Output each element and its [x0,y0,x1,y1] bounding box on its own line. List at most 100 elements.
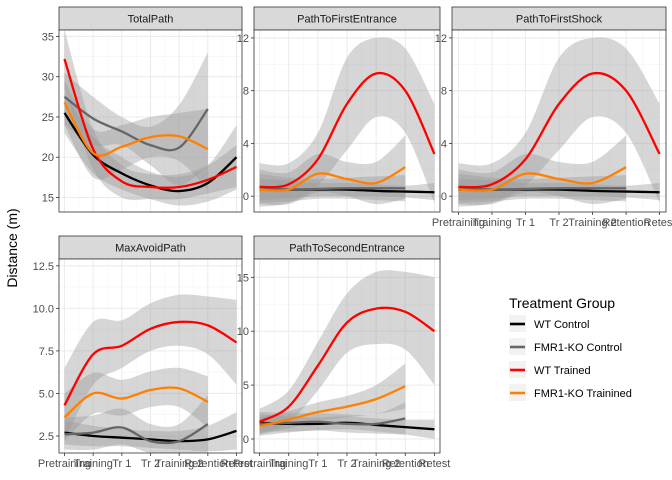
series-line-wt-trained [259,71,436,189]
series-line-fmr1-ko-trainined [259,166,406,192]
series-line-wt-trained [63,58,237,189]
y-tick-label: 12 [435,33,447,45]
legend-entry-wt-control: WT Control [509,315,589,332]
x-tick-label: Retention [184,458,231,470]
x-tick-label: Pretraining [432,217,485,229]
series-line-fmr1-ko-trainined [259,385,406,428]
x-tick-label: Retest [419,458,451,470]
series-line-fmr1-ko-control [64,423,209,445]
legend-entries: WT Control FMR1-KO Control WT Trained FMR1-… [509,315,632,401]
y-tick-label: 15 [237,272,249,284]
strip-title-pathtosecondentrance: PathToSecondEntrance [289,243,405,255]
legend-label: WT Control [534,319,589,331]
y-tick-label: 4 [243,138,249,150]
x-tick-label: Tr 1 [516,217,535,229]
series-line-wt-control [64,429,237,443]
panel-pathtofirstshock: PathToFirstShock04812PretrainingTraining… [432,6,672,229]
x-tick-label: Tr 1 [308,458,327,470]
x-tick-label: Pretraining [233,458,286,470]
x-tick-label: Pretraining [38,458,91,470]
legend-entry-fmr1-ko-control: FMR1-KO Control [509,338,622,355]
legend-title: Treatment Group [509,295,615,311]
legend-label: FMR1-KO Trainined [534,388,632,400]
x-tick-label: Training 2 [352,458,401,470]
y-tick-label: 10.0 [33,303,54,315]
x-tick-label: Training 2 [155,458,204,470]
ribbon-fmr1-ko-control [64,395,208,453]
facet-panels: TotalPath 15 20 25 30 35 PathToFirstEntrance 0 4… [33,6,672,470]
y-tick-label: 5.0 [39,388,54,400]
strip-title-pathtofirstshock: PathToFirstShock [516,14,603,26]
series-line-wt-trained [458,71,661,189]
y-tick-label: 8 [441,86,447,98]
panel-border [58,29,243,213]
y-tick-label: 7.5 [39,346,54,358]
ribbon-fmr1-ko-control [259,402,406,436]
series-line-fmr1-ko-control [63,95,209,152]
y-tick-label: 10 [237,326,249,338]
panel-maxavoidpath: MaxAvoidPath 2.5 5.0 7.5 10.0 12.5 Pretraining… [33,235,253,470]
series-line-wt-control [63,112,238,193]
x-tick-label: Training [269,458,308,470]
legend-label: FMR1-KO Control [534,342,622,354]
legend-label: WT Trained [534,365,591,377]
y-tick-label: 5 [243,380,249,392]
series-line-fmr1-ko-control [259,187,406,191]
x-tick-label: Retention [382,458,429,470]
y-tick-label: 15 [42,193,54,205]
y-tick-label: 35 [42,31,54,43]
x-tick-label: Retest [221,458,253,470]
ribbon-wt-trained [259,37,435,207]
strip-title-totalpath: TotalPath [128,14,174,26]
x-tick-label: Training [472,217,511,229]
panel-border [253,29,441,213]
series-line-fmr1-ko-control [259,417,406,426]
y-tick-label: 8 [243,86,249,98]
x-tick-label: Tr 1 [112,458,131,470]
ribbon-wt-control [64,92,237,206]
legend-entry-fmr1-ko-trainined: FMR1-KO Trainined [509,384,632,401]
y-tick-label: 4 [441,138,447,150]
y-tick-label: 2.5 [39,431,54,443]
x-tick-label: Training 2 [568,217,617,229]
series-line-wt-trained [259,306,436,423]
panel-plot-area [59,30,242,212]
x-tick-label: Tr 2 [337,458,356,470]
panel-plot-area [59,259,242,453]
panel-totalpath: TotalPath 15 20 25 30 35 [42,6,243,213]
x-tick-label: Tr 2 [549,217,568,229]
series-line-fmr1-ko-trainined [458,166,627,192]
legend: Treatment Group WT Control FMR1-KO Contro… [509,295,632,401]
y-tick-label: 12 [237,33,249,45]
x-tick-label: Tr 2 [141,458,160,470]
strip-title-pathtofirstentrance: PathToFirstEntrance [297,14,397,26]
panel-plot-area [254,259,440,453]
panel-pathtofirstentrance: PathToFirstEntrance 0 4 8 12 [237,6,441,213]
ribbon-wt-trained [458,37,660,207]
x-tick-label: Retest [644,217,672,229]
ribbon-wt-trained [64,30,237,201]
panel-plot-area [254,30,440,212]
panel-pathtosecondentrance: PathToSecondEntrance051015PretrainingTra… [233,235,451,470]
series-line-wt-trained [63,320,238,406]
ribbon-fmr1-ko-trainined [64,367,208,442]
legend-entry-wt-trained: WT Trained [509,361,591,378]
strip-title-maxavoidpath: MaxAvoidPath [115,243,186,255]
ribbon-wt-trained [259,270,435,434]
y-tick-label: 0 [243,434,249,446]
x-tick-label: Training [73,458,112,470]
y-tick-label: 0 [441,191,447,203]
series-line-fmr1-ko-trainined [63,101,209,157]
y-tick-label: 0 [243,191,249,203]
ribbon-fmr1-ko-control [64,52,208,186]
y-tick-label: 12.5 [33,261,54,273]
y-tick-label: 30 [42,72,54,84]
y-tick-label: 20 [42,152,54,164]
y-tick-label: 25 [42,112,54,124]
series-line-fmr1-ko-control [458,187,627,191]
x-tick-label: Retention [603,217,650,229]
y-axis-title: Distance (m) [4,208,20,287]
ribbon-wt-trained [64,294,237,442]
panel-plot-area [452,30,666,212]
